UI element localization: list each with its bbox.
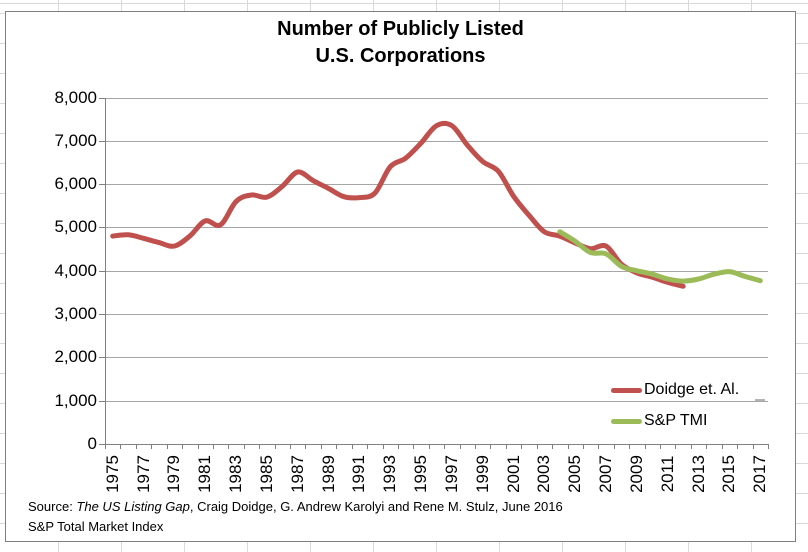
- chart-title-line2: U.S. Corporations: [315, 45, 486, 67]
- x-tick-label: 2011: [657, 455, 677, 493]
- x-tick-label: 1979: [164, 455, 184, 493]
- x-tick-label: 2009: [626, 455, 646, 493]
- x-tick-label: 1999: [472, 455, 492, 493]
- y-tick-label: 3,000: [54, 304, 97, 324]
- x-tick-label: 1983: [226, 455, 246, 493]
- x-tick-label: 1975: [102, 455, 122, 493]
- x-tick-label: 1989: [318, 455, 338, 493]
- source-line1: Source: The US Listing Gap, Craig Doidge…: [28, 499, 563, 514]
- y-tick-label: 8,000: [54, 87, 97, 107]
- y-tick-label: 1,000: [54, 390, 97, 410]
- y-tick-label: 4,000: [54, 260, 97, 280]
- legend-label-sptmi: S&P TMI: [644, 412, 708, 429]
- series-line-sptmi[interactable]: [557, 229, 763, 284]
- chart-title-line1: Number of Publicly Listed: [277, 18, 524, 40]
- stray-dash-artifact: [755, 399, 765, 401]
- legend-label-doidge: Doidge et. Al.: [644, 381, 740, 398]
- y-tick-label: 7,000: [54, 130, 97, 150]
- x-tick-label: 1991: [349, 455, 369, 493]
- source-note: Source: The US Listing Gap, Craig Doidge…: [28, 497, 563, 537]
- y-tick-label: 2,000: [54, 347, 97, 367]
- x-tick-label: 2005: [565, 455, 585, 493]
- x-tick-label: 2017: [750, 455, 770, 493]
- legend: Doidge et. Al. S&P TMI: [611, 379, 739, 441]
- x-tick-label: 2013: [688, 455, 708, 493]
- x-tick-label: 1995: [411, 455, 431, 493]
- x-tick-label: 2003: [534, 455, 554, 493]
- x-tick-label: 1993: [380, 455, 400, 493]
- legend-item-doidge[interactable]: Doidge et. Al.: [611, 379, 739, 401]
- y-tick-label: 5,000: [54, 217, 97, 237]
- x-tick-label: 1981: [195, 455, 215, 493]
- x-tick-label: 2015: [719, 455, 739, 493]
- legend-swatch-sptmi-line: [611, 418, 642, 424]
- x-tick-label: 1977: [133, 455, 153, 493]
- x-tick-label: 2001: [503, 455, 523, 493]
- x-tick-label: 1997: [441, 455, 461, 493]
- y-tick-label: 6,000: [54, 174, 97, 194]
- series-line-doidge[interactable]: [110, 120, 686, 289]
- legend-swatch-doidge-line: [611, 387, 642, 393]
- legend-item-sptmi[interactable]: S&P TMI: [611, 410, 739, 432]
- x-tick-label: 1985: [256, 455, 276, 493]
- y-tick-label: 0: [87, 434, 97, 453]
- x-tick-label: 1987: [287, 455, 307, 493]
- chart-title: Number of Publicly Listed U.S. Corporati…: [5, 16, 796, 70]
- x-tick-label: 2007: [596, 455, 616, 493]
- source-line2: S&P Total Market Index: [28, 519, 164, 534]
